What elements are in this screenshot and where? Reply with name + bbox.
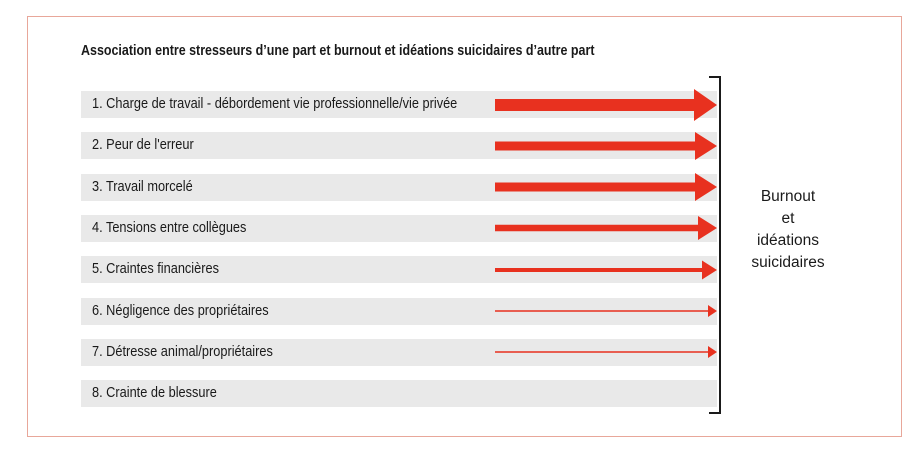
association-arrow — [495, 346, 717, 359]
outcome-line-3: idéations — [756, 232, 820, 249]
outcome-line-1: Burnout — [760, 188, 816, 205]
association-arrow — [495, 260, 717, 280]
outcome-line-4: suicidaires — [751, 254, 825, 271]
stressor-label: 6. Négligence des propriétaires — [92, 302, 269, 319]
association-arrow — [495, 88, 717, 121]
stressor-row: 8. Crainte de blessure — [81, 380, 717, 408]
arrow-shape — [495, 346, 717, 359]
association-arrow — [495, 173, 717, 202]
stressor-label: 8. Crainte de blessure — [92, 385, 217, 402]
arrow-shape — [495, 131, 717, 160]
association-arrow — [495, 131, 717, 160]
stressor-row: 5. Craintes financières — [81, 256, 717, 284]
stressor-row: 7. Détresse animal/propriétaires — [81, 338, 717, 366]
outcome-label: Burnout et idéations suicidaires — [728, 186, 848, 274]
stressor-label: 1. Charge de travail - débordement vie p… — [92, 96, 458, 112]
stressor-label: 4. Tensions entre collègues — [92, 219, 247, 236]
arrow-shape — [495, 88, 717, 121]
association-arrow — [495, 305, 717, 317]
stressor-label: 3. Travail morcelé — [92, 178, 193, 195]
diagram-title: Association entre stresseurs d’une part … — [81, 43, 595, 59]
diagram-frame — [27, 16, 902, 437]
arrow-shape — [495, 173, 717, 202]
stressor-label: 5. Craintes financières — [92, 261, 219, 278]
arrow-shape — [495, 216, 717, 241]
stressor-label: 7. Détresse animal/propriétaires — [92, 343, 273, 360]
outcome-line-2: et — [781, 210, 795, 227]
grouping-bracket — [709, 76, 721, 414]
arrow-shape — [495, 260, 717, 280]
stressor-label: 2. Peur de l'erreur — [92, 137, 194, 154]
association-arrow — [495, 216, 717, 241]
arrow-shape — [495, 305, 717, 317]
